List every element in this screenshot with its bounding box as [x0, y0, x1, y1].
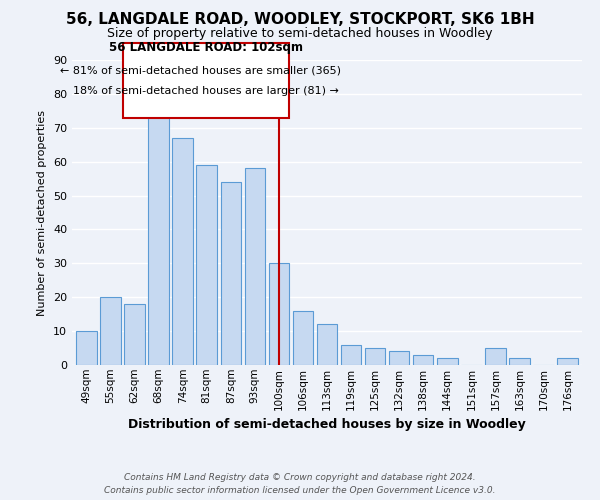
Bar	[100, 297, 121, 365]
Text: 56, LANGDALE ROAD, WOODLEY, STOCKPORT, SK6 1BH: 56, LANGDALE ROAD, WOODLEY, STOCKPORT, S…	[65, 12, 535, 28]
Bar	[341, 344, 361, 365]
Bar	[124, 304, 145, 365]
Bar	[317, 324, 337, 365]
Text: 56 LANGDALE ROAD: 102sqm: 56 LANGDALE ROAD: 102sqm	[109, 42, 302, 54]
FancyBboxPatch shape	[122, 43, 289, 118]
Bar	[485, 348, 506, 365]
Text: 18% of semi-detached houses are larger (81) →: 18% of semi-detached houses are larger (…	[73, 86, 338, 96]
Bar	[293, 311, 313, 365]
Bar	[365, 348, 385, 365]
Y-axis label: Number of semi-detached properties: Number of semi-detached properties	[37, 110, 47, 316]
Bar	[172, 138, 193, 365]
Text: Contains HM Land Registry data © Crown copyright and database right 2024.
Contai: Contains HM Land Registry data © Crown c…	[104, 474, 496, 495]
Text: Size of property relative to semi-detached houses in Woodley: Size of property relative to semi-detach…	[107, 28, 493, 40]
Bar	[269, 264, 289, 365]
Bar	[437, 358, 458, 365]
Bar	[76, 331, 97, 365]
X-axis label: Distribution of semi-detached houses by size in Woodley: Distribution of semi-detached houses by …	[128, 418, 526, 431]
Text: ← 81% of semi-detached houses are smaller (365): ← 81% of semi-detached houses are smalle…	[60, 66, 341, 76]
Bar	[413, 355, 433, 365]
Bar	[148, 108, 169, 365]
Bar	[196, 165, 217, 365]
Bar	[389, 352, 409, 365]
Bar	[557, 358, 578, 365]
Bar	[245, 168, 265, 365]
Bar	[509, 358, 530, 365]
Bar	[221, 182, 241, 365]
